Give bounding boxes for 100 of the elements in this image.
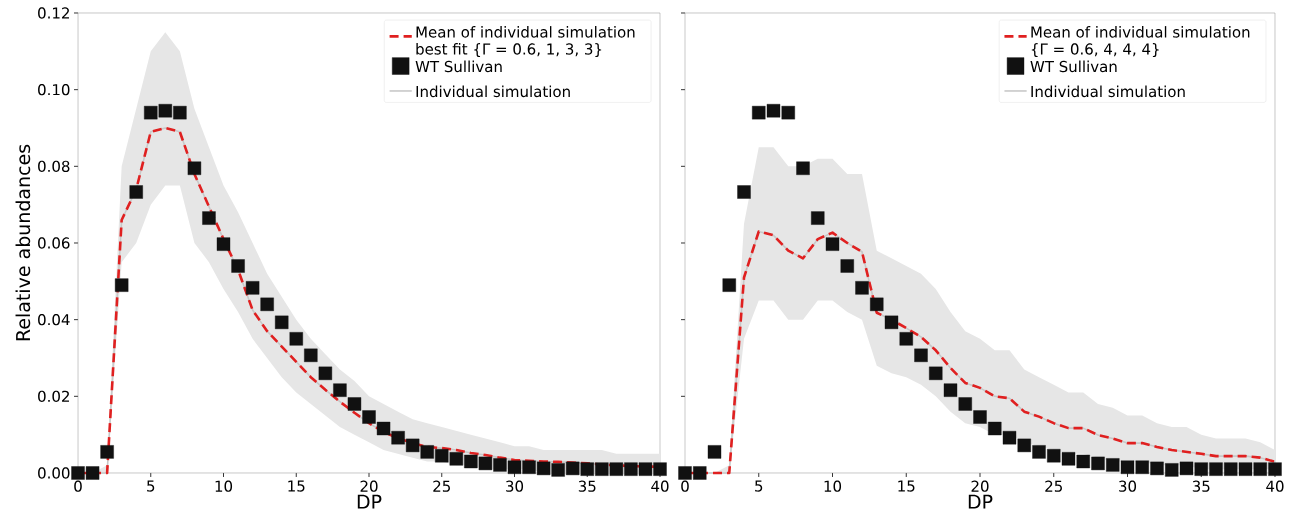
point — [507, 460, 522, 474]
point — [405, 438, 420, 453]
point — [1209, 462, 1223, 476]
x-tick-label: 0 — [74, 480, 82, 492]
point — [1253, 462, 1267, 476]
point — [638, 462, 653, 476]
point — [260, 297, 274, 312]
point — [1238, 462, 1253, 476]
point — [796, 161, 810, 175]
y-tick-label: 0.10 — [38, 83, 70, 96]
point — [187, 161, 202, 175]
point — [973, 410, 987, 424]
x-tick-label: 5 — [147, 480, 155, 492]
x-tick-label: 10 — [824, 480, 842, 492]
point — [1061, 452, 1076, 466]
point — [158, 104, 173, 118]
point — [580, 462, 594, 476]
point — [420, 445, 434, 459]
point — [347, 397, 362, 411]
x-tick-label: 5 — [755, 480, 763, 492]
point — [722, 278, 736, 292]
point — [551, 463, 565, 477]
point — [173, 105, 187, 120]
point — [929, 366, 943, 381]
legend-label: Mean of individual simulation {Γ = 0.6, 4, 4, 4} — [1031, 26, 1250, 57]
point — [376, 421, 391, 436]
legend-label: Individual simulation — [416, 85, 570, 98]
point — [449, 452, 464, 466]
point — [693, 466, 707, 480]
y-axis-title: Relative abundances — [15, 144, 31, 341]
point — [478, 456, 493, 471]
x-tick-label: 15 — [898, 480, 915, 492]
point — [1179, 461, 1194, 476]
point — [435, 449, 449, 463]
x-tick-label: 30 — [506, 480, 524, 492]
y-tick-label: 0.00 — [38, 467, 70, 479]
legend-label: Individual simulation — [1031, 85, 1185, 98]
point — [1135, 460, 1149, 474]
y-tick-label: 0.06 — [38, 237, 70, 249]
legend-label: WT Sullivan — [1030, 60, 1117, 73]
point — [71, 466, 85, 480]
point — [1002, 431, 1017, 445]
point — [304, 348, 318, 362]
x-tick-label: 15 — [288, 480, 305, 492]
point — [493, 458, 507, 472]
x-tick-label: 40 — [1266, 480, 1284, 492]
point — [245, 281, 260, 295]
point — [522, 460, 536, 474]
point — [855, 281, 869, 295]
point — [216, 237, 231, 251]
x-tick-label: 40 — [651, 480, 669, 492]
point — [318, 366, 333, 381]
point — [464, 454, 478, 469]
x-tick-label: 0 — [681, 480, 689, 492]
point — [752, 105, 766, 120]
point — [609, 462, 624, 476]
point — [958, 397, 972, 411]
point — [362, 410, 376, 424]
point — [85, 466, 100, 480]
point — [988, 421, 1002, 436]
point — [333, 383, 347, 397]
legend-label: WT Sullivan — [415, 60, 502, 73]
y-tick-label: 0.02 — [38, 390, 69, 402]
y-tick-label: 0.04 — [38, 313, 70, 326]
point — [144, 105, 158, 120]
point — [595, 462, 609, 476]
point — [1076, 454, 1090, 469]
point — [781, 105, 795, 120]
point — [100, 445, 114, 459]
point — [1150, 461, 1164, 476]
x-axis-title: DP — [357, 494, 382, 509]
x-tick-label: 10 — [215, 480, 233, 492]
point — [766, 104, 781, 118]
point — [737, 185, 751, 199]
point — [202, 211, 216, 225]
point — [536, 461, 551, 476]
x-tick-label: 25 — [1045, 480, 1062, 492]
x-tick-label: 35 — [578, 480, 596, 492]
point — [653, 462, 667, 476]
point — [707, 445, 722, 459]
x-tick-label: 25 — [433, 480, 450, 492]
point — [129, 185, 143, 199]
y-tick-label: 0.12 — [38, 7, 69, 19]
x-tick-label: 20 — [971, 480, 989, 492]
point — [231, 259, 245, 273]
point — [1120, 460, 1135, 474]
point — [1047, 449, 1061, 463]
point — [678, 466, 692, 480]
point — [624, 462, 638, 476]
point — [840, 259, 854, 273]
point — [289, 332, 303, 346]
point — [1268, 462, 1282, 476]
point — [275, 315, 289, 330]
point — [1091, 456, 1105, 471]
legend-label: Mean of individual simulation best fit {Γ = 0.6, 1, 3, 3} — [416, 26, 635, 57]
x-tick-label: 20 — [360, 480, 378, 492]
point — [825, 237, 840, 251]
point — [899, 332, 913, 346]
point — [1032, 445, 1046, 459]
point — [1106, 458, 1120, 472]
